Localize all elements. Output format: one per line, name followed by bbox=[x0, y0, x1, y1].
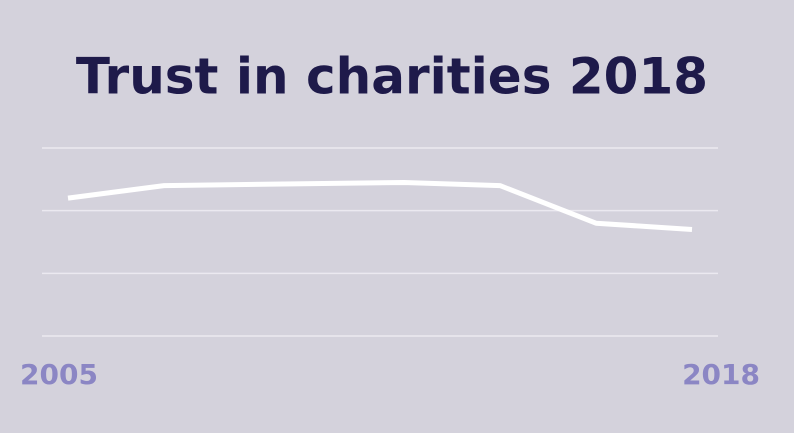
data-line bbox=[67, 179, 693, 232]
x-tick-label: 2018 bbox=[682, 358, 760, 391]
chart-title: Trust in charities 2018 bbox=[76, 48, 708, 106]
x-tick-label: 2005 bbox=[20, 358, 98, 391]
